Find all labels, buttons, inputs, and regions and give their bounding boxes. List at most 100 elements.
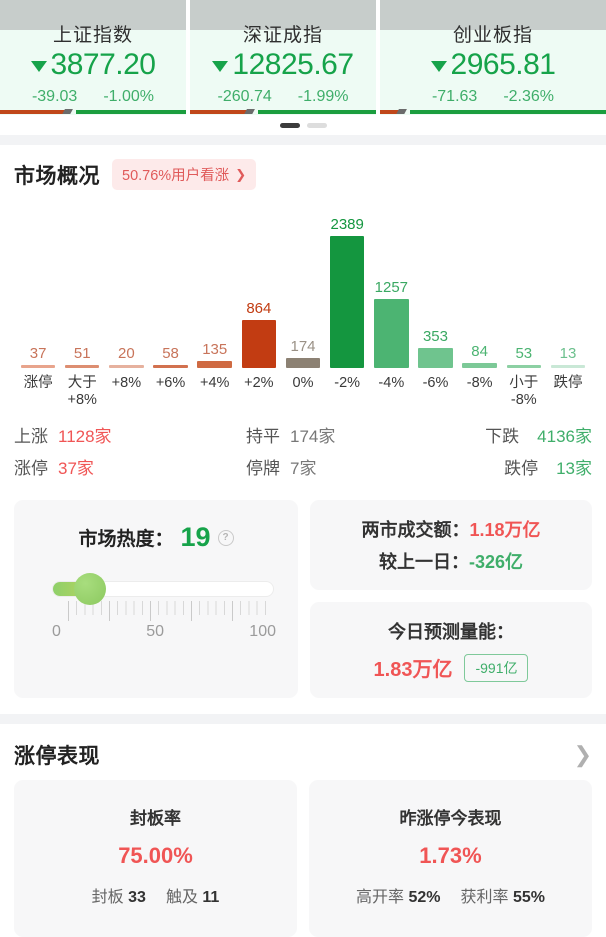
chart-x-label: +6% xyxy=(155,375,186,391)
market-heat-gauge[interactable]: 0 50 100 xyxy=(30,571,282,640)
section-divider xyxy=(0,714,606,725)
stat-value: 37家 xyxy=(58,459,94,479)
index-change-row: -39.03 -1.00% xyxy=(32,88,154,106)
card-top-strip xyxy=(190,0,376,30)
card-top-strip xyxy=(0,0,186,30)
chart-bar-label: 37 xyxy=(29,345,47,362)
volume-forecast-row: 1.83万亿 -991亿 xyxy=(320,653,582,682)
distribution-bar-chart: 37 51 20 58 135 864 174 2389 1257 353 84 53 13 xyxy=(14,200,592,368)
triangle-down-icon xyxy=(30,61,47,72)
turnover-total-value: 1.18万亿 xyxy=(469,520,541,541)
chart-bar xyxy=(374,299,409,368)
volume-forecast-value: 1.83万亿 xyxy=(373,659,453,682)
chart-bar-label: 135 xyxy=(202,341,228,358)
turnover-delta-label: 较上一日： xyxy=(378,552,469,573)
yesterday-limit-up-card[interactable]: 昨涨停今表现 1.73% 高开率 52% 获利率 55% xyxy=(309,780,592,937)
stat-value: 7家 xyxy=(290,459,317,479)
chart-bar-group: 13 xyxy=(546,200,590,368)
chart-x-label: -8% xyxy=(466,375,493,391)
chart-bar-label: 84 xyxy=(471,343,488,360)
index-change-row: -260.74 -1.99% xyxy=(218,88,349,106)
stat-suspended: 停牌 7家 xyxy=(246,454,466,479)
heat-turnover-row: 市场热度： 19 ? 0 50 100 两市成交额：1.18万亿 较上一日：-3… xyxy=(0,486,606,715)
index-sparkline xyxy=(0,109,186,114)
chart-bar-label: 20 xyxy=(118,345,135,362)
volume-forecast-card[interactable]: 今日预测量能： 1.83万亿 -991亿 xyxy=(310,602,592,699)
question-mark-icon[interactable]: ? xyxy=(217,529,234,546)
market-heat-card[interactable]: 市场热度： 19 ? 0 50 100 xyxy=(14,500,298,699)
bull-sentiment-badge[interactable]: 50.76%用户看涨 ❯ xyxy=(112,159,257,190)
table-row: 上涨 1128家 持平 174家 下跌 4136家 xyxy=(14,422,592,447)
limit-up-header[interactable]: 涨停表现 ❯ xyxy=(0,724,606,780)
triangle-down-icon xyxy=(212,61,229,72)
index-change-abs: -71.63 xyxy=(431,88,478,105)
index-change-abs: -39.03 xyxy=(31,88,78,105)
stat-label: 下跌 xyxy=(485,427,520,447)
chart-bar xyxy=(241,320,277,368)
chart-bar-group: 864 xyxy=(237,200,281,368)
index-change-pct: -2.36% xyxy=(503,88,555,105)
chart-bar-group: 1257 xyxy=(369,200,413,368)
chart-x-label: 涨停 xyxy=(23,375,53,391)
chart-bar-label: 53 xyxy=(515,345,533,362)
index-card-shenzhen[interactable]: 深证成指 12825.67 -260.74 -1.99% xyxy=(190,0,376,115)
chart-bar-group: 58 xyxy=(148,200,192,368)
index-sparkline xyxy=(380,109,606,114)
stat-declining: 下跌 4136家 xyxy=(466,422,592,447)
turnover-card[interactable]: 两市成交额：1.18万亿 较上一日：-326亿 xyxy=(310,500,592,591)
index-carousel[interactable]: 上证指数 3877.20 -39.03 -1.00% 深证成指 12825.67… xyxy=(0,0,606,115)
chart-bar-label: 58 xyxy=(162,345,179,362)
detail-label: 触及 xyxy=(165,889,198,907)
limit-up-cards: 封板率 75.00% 封板 33 触及 11 昨涨停今表现 1.73% 高开率 … xyxy=(0,780,606,937)
stat-unchanged: 持平 174家 xyxy=(246,422,466,447)
gauge-knob[interactable] xyxy=(74,573,107,606)
gauge-scale-mid: 50 xyxy=(146,623,164,641)
stat-value: 174家 xyxy=(290,427,336,447)
market-overview-section: 市场概况 50.76%用户看涨 ❯ 37 51 20 58 135 864 174 2389 1… xyxy=(0,145,606,480)
chart-bar-group: 84 xyxy=(458,200,502,368)
chart-bar-group: 37 xyxy=(16,200,60,368)
index-card-chinext[interactable]: 创业板指 2965.81 -71.63 -2.36% xyxy=(380,0,606,115)
chart-x-label: -2% xyxy=(334,375,361,391)
carousel-page-indicator[interactable] xyxy=(0,115,606,135)
yesterday-limit-up-value: 1.73% xyxy=(419,843,482,869)
chart-bar-label: 51 xyxy=(73,345,91,362)
index-price-row: 12825.67 xyxy=(212,48,354,82)
chart-bar xyxy=(109,365,144,368)
carousel-dot[interactable] xyxy=(306,122,327,128)
chart-bar-group: 53 xyxy=(502,200,546,368)
card-top-strip xyxy=(380,0,606,30)
chart-bar xyxy=(20,365,56,368)
index-card-shanghai[interactable]: 上证指数 3877.20 -39.03 -1.00% xyxy=(0,0,186,115)
chart-bar xyxy=(65,365,100,368)
yesterday-limit-up-label: 昨涨停今表现 xyxy=(399,809,502,829)
chart-bar-group: 135 xyxy=(193,200,237,368)
chart-x-label: 0% xyxy=(292,375,314,391)
turnover-total-row: 两市成交额：1.18万亿 xyxy=(320,516,582,542)
chart-bar xyxy=(550,365,586,368)
chart-bar-group: 2389 xyxy=(325,200,369,368)
chart-bar-label: 174 xyxy=(290,338,316,355)
index-price-row: 3877.20 xyxy=(30,48,156,82)
list-item: 高开率 52% xyxy=(356,883,441,907)
detail-value: 52% xyxy=(408,889,441,907)
chart-bar xyxy=(329,236,365,368)
detail-value: 55% xyxy=(512,889,545,907)
market-overview-header: 市场概况 50.76%用户看涨 ❯ xyxy=(14,145,592,194)
chart-bar xyxy=(506,365,542,368)
market-stats: 上涨 1128家 持平 174家 下跌 4136家 涨停 37家 停牌 7家 跌 xyxy=(14,422,592,479)
distribution-chart-x-axis: 涨停 大于 +8% +8% +6% +4% +2% 0% -2% -4% -6% -8% 小于 -8% 跌停 xyxy=(14,375,592,408)
seal-rate-card[interactable]: 封板率 75.00% 封板 33 触及 11 xyxy=(14,780,297,937)
detail-label: 高开率 xyxy=(356,889,405,907)
index-name: 深证成指 xyxy=(242,25,323,46)
chart-x-label: +4% xyxy=(199,375,230,391)
index-name: 上证指数 xyxy=(52,25,133,46)
turnover-column: 两市成交额：1.18万亿 较上一日：-326亿 今日预测量能： 1.83万亿 -… xyxy=(310,500,592,699)
stat-label: 停牌 xyxy=(246,459,280,479)
chevron-right-icon[interactable]: ❯ xyxy=(573,742,592,768)
gauge-scale-max: 100 xyxy=(249,623,276,641)
stat-value: 1128家 xyxy=(58,427,112,447)
section-divider xyxy=(0,135,606,145)
index-change-pct: -1.99% xyxy=(297,88,349,105)
carousel-dot-active[interactable] xyxy=(279,122,300,128)
